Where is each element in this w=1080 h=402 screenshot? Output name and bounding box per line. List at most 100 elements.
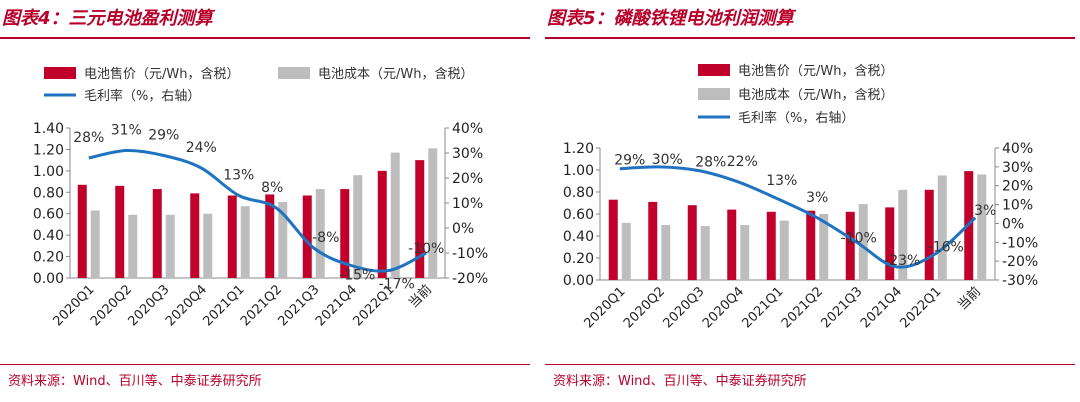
y-right-tick-label: 40% bbox=[1002, 141, 1033, 157]
x-tick-label: 2021Q3 bbox=[818, 284, 865, 331]
y-left-tick-label: 1.40 bbox=[33, 121, 64, 137]
source-divider bbox=[0, 364, 530, 365]
price-bar bbox=[265, 194, 275, 278]
margin-data-label: 13% bbox=[223, 168, 254, 184]
y-left-tick-label: 1.20 bbox=[33, 142, 64, 158]
margin-data-label: 13% bbox=[766, 173, 797, 189]
legend-label: 电池成本（元/Wh，含税） bbox=[318, 66, 473, 82]
price-bar bbox=[806, 210, 816, 280]
margin-data-label: -8% bbox=[312, 230, 339, 246]
x-tick-label: 2021Q4 bbox=[858, 284, 905, 331]
cost-bar bbox=[740, 225, 750, 280]
margin-data-label: 28% bbox=[73, 130, 104, 146]
y-right-tick-label: -10% bbox=[1002, 235, 1038, 251]
source-note: 资料来源：Wind、百川等、中泰证券研究所 bbox=[8, 374, 262, 389]
y-left-tick-label: 0.20 bbox=[563, 251, 594, 267]
margin-data-label: 22% bbox=[727, 154, 758, 170]
y-left-tick-label: 1.00 bbox=[33, 164, 64, 180]
y-right-tick-label: 0% bbox=[1002, 216, 1024, 232]
price-bar bbox=[727, 209, 737, 280]
legend-label: 电池售价（元/Wh，含税） bbox=[84, 66, 239, 82]
cost-bar bbox=[858, 204, 868, 280]
margin-data-label: -15% bbox=[339, 268, 375, 284]
margin-data-label: 24% bbox=[186, 140, 217, 156]
cost-bar bbox=[278, 201, 288, 278]
source-divider bbox=[545, 364, 1075, 365]
y-right-tick-label: -10% bbox=[452, 246, 488, 262]
x-tick-label: 2020Q2 bbox=[621, 284, 668, 331]
x-tick-label: 2020Q1 bbox=[581, 284, 628, 331]
cost-bar bbox=[621, 222, 631, 280]
cost-bar bbox=[315, 189, 325, 278]
margin-line bbox=[619, 165, 977, 269]
cost-bar bbox=[390, 152, 400, 278]
price-bar bbox=[766, 211, 776, 280]
legend-label: 电池成本（元/Wh，含税） bbox=[738, 87, 893, 103]
y-right-tick-label: 10% bbox=[452, 196, 483, 212]
x-tick-label: 2020Q3 bbox=[660, 284, 707, 331]
price-bar bbox=[302, 195, 312, 278]
legend-label: 毛利率（%，右轴） bbox=[738, 110, 854, 126]
y-left-tick-label: 0.60 bbox=[33, 207, 64, 223]
y-left-tick-label: 1.00 bbox=[563, 163, 594, 179]
lfp-battery-chart: 电池售价（元/Wh，含税） 电池成本（元/Wh，含税） 毛利率（%，右轴） 0.00 0… bbox=[563, 63, 1038, 331]
legend-swatch bbox=[44, 67, 76, 79]
price-bar bbox=[608, 199, 618, 280]
margin-data-label: -10% bbox=[408, 241, 444, 257]
y-left-tick-label: 0.60 bbox=[563, 207, 594, 223]
price-bar bbox=[115, 185, 125, 278]
margin-data-label: -16% bbox=[928, 240, 964, 256]
margin-line bbox=[88, 148, 427, 273]
y-right-tick-label: 20% bbox=[1002, 179, 1033, 195]
cost-bar bbox=[353, 175, 363, 278]
margin-data-label: 29% bbox=[614, 153, 645, 169]
price-bar bbox=[190, 193, 200, 278]
y-left-tick-label: 1.20 bbox=[563, 141, 594, 157]
legend-swatch bbox=[278, 67, 310, 79]
cost-bar bbox=[700, 226, 710, 280]
y-left-tick-label: 0.40 bbox=[563, 229, 594, 245]
legend-label: 电池售价（元/Wh，含税） bbox=[738, 63, 893, 79]
y-right-tick-label: 10% bbox=[1002, 198, 1033, 214]
y-right-tick-label: 40% bbox=[452, 121, 483, 137]
cost-bar bbox=[428, 148, 438, 278]
cost-bar bbox=[661, 225, 671, 280]
margin-data-label: 31% bbox=[111, 123, 142, 139]
y-left-tick-label: 0.00 bbox=[33, 271, 64, 287]
cost-bar bbox=[937, 175, 947, 280]
y-right-tick-label: -20% bbox=[1002, 254, 1038, 270]
cost-bar bbox=[203, 213, 213, 278]
cost-bar bbox=[898, 189, 908, 280]
cost-bar bbox=[90, 210, 100, 278]
x-tick-label: 2021Q2 bbox=[779, 284, 826, 331]
cost-bar bbox=[240, 206, 250, 278]
price-bar bbox=[687, 205, 697, 280]
margin-data-label: -17% bbox=[379, 277, 415, 293]
price-bar bbox=[924, 189, 934, 280]
price-bar bbox=[227, 195, 237, 278]
y-right-tick-label: -20% bbox=[452, 271, 488, 287]
chart-title: 图表4：三元电池盈利测算 bbox=[2, 8, 213, 29]
margin-data-label: 3% bbox=[974, 203, 996, 219]
margin-data-label: 29% bbox=[148, 128, 179, 144]
x-tick-label: 当前 bbox=[954, 284, 984, 314]
y-right-tick-label: 0% bbox=[452, 221, 474, 237]
x-tick-label: 2021Q1 bbox=[739, 284, 786, 331]
y-left-tick-label: 0.80 bbox=[563, 185, 594, 201]
price-bar bbox=[340, 189, 350, 278]
chart-panel-ternary: 图表4：三元电池盈利测算 电池售价（元/Wh，含税） 电池成本（元/Wh，含税） 毛… bbox=[0, 0, 530, 402]
margin-data-label: 3% bbox=[806, 190, 828, 206]
y-right-tick-label: 30% bbox=[452, 146, 483, 162]
y-left-tick-label: 0.20 bbox=[33, 250, 64, 266]
price-bar bbox=[152, 189, 162, 278]
x-tick-label: 2022Q1 bbox=[897, 284, 944, 331]
title-divider bbox=[545, 37, 1075, 39]
legend-swatch bbox=[698, 64, 730, 76]
price-bar bbox=[885, 207, 895, 280]
legend-label: 毛利率（%，右轴） bbox=[84, 88, 200, 104]
price-bar bbox=[415, 160, 425, 278]
legend-swatch bbox=[698, 88, 730, 100]
margin-data-label: 28% bbox=[695, 155, 726, 171]
price-bar bbox=[77, 184, 87, 278]
cost-bar bbox=[977, 174, 987, 280]
